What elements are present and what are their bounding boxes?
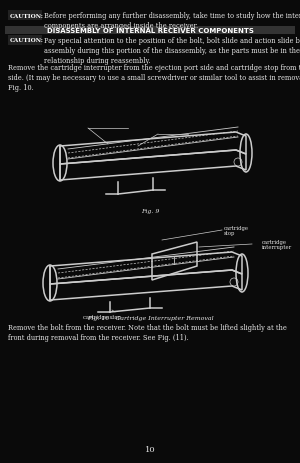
FancyBboxPatch shape [8,11,42,21]
Text: DISASSEMBLY OF INTERNAL RECEIVER COMPONENTS: DISASSEMBLY OF INTERNAL RECEIVER COMPONE… [46,28,253,34]
Text: Fig. 10 - Cartridge Interrupter Removal: Fig. 10 - Cartridge Interrupter Removal [87,315,213,320]
FancyBboxPatch shape [5,27,295,35]
Text: Fig. 9: Fig. 9 [141,208,159,213]
Text: Remove the bolt from the receiver. Note that the bolt must be lifted slightly at: Remove the bolt from the receiver. Note … [8,323,287,341]
Text: 10: 10 [145,445,155,453]
Text: cartridge
stop: cartridge stop [224,225,249,236]
Text: Remove the cartridge interrupter from the ejection port side and cartridge stop : Remove the cartridge interrupter from th… [8,64,300,91]
Text: CAUTION:: CAUTION: [10,38,44,44]
Text: CAUTION:: CAUTION: [10,13,44,19]
Text: cartridge
interrupter: cartridge interrupter [262,239,292,250]
Text: Before performing any further disassembly, take time to study how the internal
c: Before performing any further disassembl… [44,12,300,30]
FancyBboxPatch shape [8,36,42,46]
Text: cartridge stop: cartridge stop [83,314,121,319]
Text: Pay special attention to the position of the bolt, bolt slide and action slide b: Pay special attention to the position of… [44,37,300,64]
